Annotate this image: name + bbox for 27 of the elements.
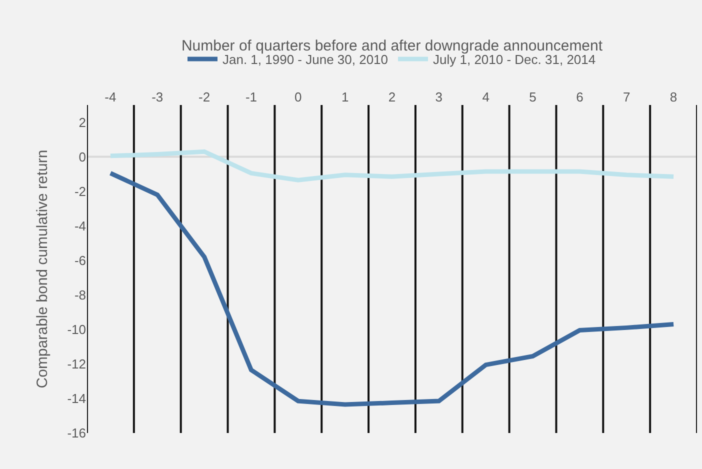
y-tick-label: -8 [74, 287, 86, 302]
x-tick-label: -1 [245, 89, 258, 104]
y-tick-label: -16 [67, 426, 86, 441]
y-tick-label: 2 [78, 114, 86, 130]
y-tick-label: -4 [74, 218, 86, 234]
x-tick-label: 1 [341, 89, 349, 104]
legend-label: Jan. 1, 1990 - June 30, 2010 [222, 52, 388, 68]
y-tick-label: -14 [67, 391, 86, 406]
x-tick-label: 3 [435, 89, 443, 104]
y-axis-title: Comparable bond cumulative return [34, 150, 51, 388]
x-tick-label: 8 [670, 89, 678, 104]
y-tick-label: -10 [67, 322, 86, 337]
y-tick-label: -2 [74, 184, 86, 199]
x-tick-label: 6 [576, 89, 584, 104]
x-tick-label: 4 [482, 89, 490, 104]
x-tick-label: 7 [623, 89, 630, 104]
x-axis-title: Number of quarters before and after downgrade announcement [181, 38, 604, 55]
x-tick-label: -2 [198, 89, 210, 104]
legend-label: July 1, 2010 - Dec. 31, 2014 [433, 52, 596, 68]
x-tick-label: 0 [294, 89, 302, 104]
x-tick-label: -3 [152, 89, 164, 104]
x-tick-label: -4 [104, 89, 116, 104]
y-tick-label: -12 [67, 356, 86, 372]
y-tick-label: -6 [74, 252, 86, 268]
x-tick-label: 5 [529, 89, 536, 104]
x-tick-label: 2 [388, 89, 396, 104]
y-tick-label: 0 [78, 149, 86, 164]
